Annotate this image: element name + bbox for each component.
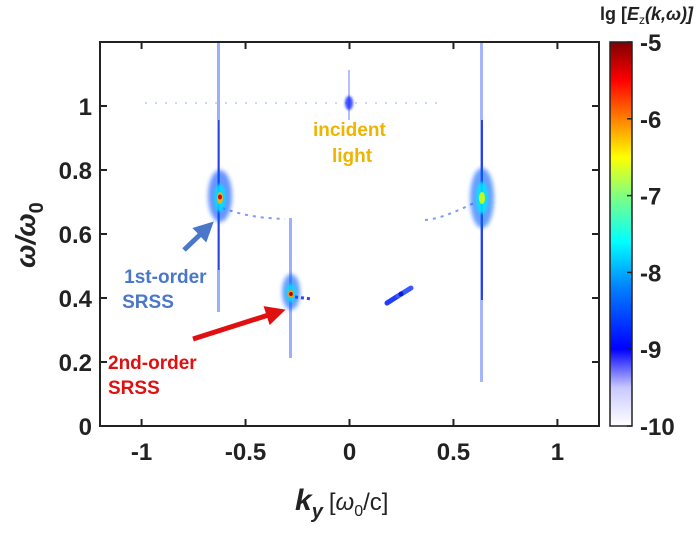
x-axis-title-unit-omega: ω xyxy=(335,489,354,516)
x-axis-title-main: k xyxy=(295,484,313,517)
y-tick-label: 0.2 xyxy=(59,350,92,377)
heatmap-features xyxy=(145,42,494,382)
incident-spot xyxy=(345,96,353,110)
mid-cluster xyxy=(384,285,414,306)
x-axis-title-sub: y xyxy=(311,501,324,523)
x-axis-ticks: -1 -0.5 0 0.5 1 xyxy=(131,42,564,466)
y-axis-ticks: 0 0.2 0.4 0.6 0.8 1 xyxy=(59,94,599,441)
first-order-label: 1st-order SRSS xyxy=(122,267,212,313)
y-axis-title-sub: 0 xyxy=(26,202,48,213)
x-tick-label: -1 xyxy=(131,439,152,466)
colorbar-tick-label: -7 xyxy=(640,184,661,211)
hotspot-left-peak xyxy=(218,194,222,200)
x-axis-title-unit-sub: 0 xyxy=(354,503,363,520)
y-tick-label: 0.6 xyxy=(59,222,92,249)
second-order-label: 2nd-order SRSS xyxy=(108,353,202,399)
x-tick-label: -0.5 xyxy=(225,439,266,466)
first-order-arrow xyxy=(182,221,214,252)
incident-light-label: incident light xyxy=(313,120,391,167)
arc-right xyxy=(424,199,481,221)
y-axis-title-main: ω/ω xyxy=(10,213,41,268)
colorbar-title-prefix: lg [ xyxy=(600,4,627,24)
second-order-arrow xyxy=(192,306,286,342)
colorbar-tick-label: -9 xyxy=(640,337,661,364)
x-axis-title-unit-open: [ xyxy=(329,489,336,516)
colorbar xyxy=(609,41,633,427)
colorbar-tick-label: -10 xyxy=(640,414,675,441)
x-tick-label: 0.5 xyxy=(437,439,470,466)
x-axis-title-unit-close: /c] xyxy=(363,489,388,516)
colorbar-tick-label: -6 xyxy=(640,107,661,134)
incident-spike xyxy=(348,70,350,120)
x-axis-title: ky [ω0/c] xyxy=(295,484,388,523)
hotspot-second-peak xyxy=(289,292,293,296)
colorbar-title-sub: z xyxy=(639,13,645,27)
colorbar-tick-label: -8 xyxy=(640,260,661,287)
colorbar-ticks: -5 -6 -7 -8 -9 -10 xyxy=(627,30,675,441)
x-tick-label: 1 xyxy=(551,439,564,466)
colorbar-title: lg [Ez(k,ω)] xyxy=(600,4,694,27)
y-tick-label: 0 xyxy=(79,414,92,441)
second-tail xyxy=(294,295,313,301)
x-tick-label: 0 xyxy=(343,439,356,466)
arc-left xyxy=(221,207,286,220)
hotspot-right-core xyxy=(479,192,485,204)
colorbar-title-args: (k,ω)] xyxy=(645,4,694,24)
colorbar-tick-label: -5 xyxy=(640,30,661,57)
colorbar-title-e: E xyxy=(627,4,640,24)
y-axis-title: ω/ω0 xyxy=(10,202,48,268)
y-tick-label: 1 xyxy=(79,94,92,121)
y-tick-label: 0.4 xyxy=(59,286,93,313)
y-tick-label: 0.8 xyxy=(59,158,92,185)
